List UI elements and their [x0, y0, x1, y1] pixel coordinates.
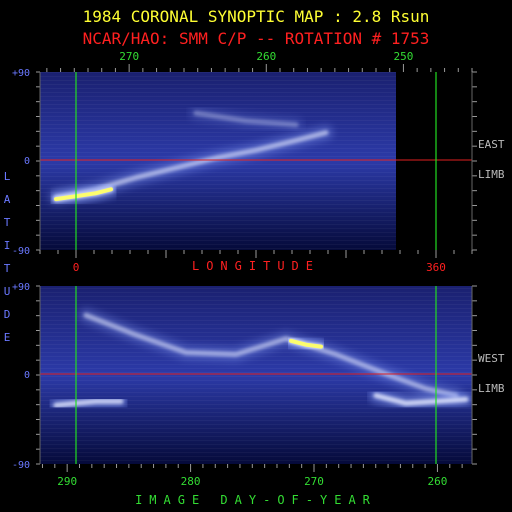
latitude-tick-label: +90	[12, 282, 30, 293]
top-axis-label: 260	[256, 50, 276, 63]
chart-title: 1984 CORONAL SYNOPTIC MAP : 2.8 Rsun	[83, 7, 430, 26]
secondary-arc-line	[193, 110, 299, 128]
latitude-tick-label: -90	[12, 460, 30, 471]
chart-subtitle: NCAR/HAO: SMM C/P -- ROTATION # 1753	[83, 29, 430, 48]
arc-west-1-line	[53, 398, 124, 408]
latitude-label-letter: U	[4, 285, 11, 298]
side-label-east: EAST	[478, 138, 505, 151]
latitude-label-letter: L	[4, 170, 11, 183]
latitude-tick-label: -90	[12, 246, 30, 257]
bottom-axis-label: 270	[304, 475, 324, 488]
bottom-axis-label: 260	[428, 475, 448, 488]
map-field	[40, 286, 472, 464]
panel-frame	[36, 71, 477, 251]
panel-frame	[36, 285, 477, 465]
side-label-limb: LIMB	[478, 382, 505, 395]
latitude-tick-label: 0	[24, 370, 30, 381]
latitude-label-letter: A	[4, 193, 11, 206]
bright-core-peak	[54, 187, 113, 202]
latitude-label-letter: D	[4, 308, 11, 321]
latitude-label-letter: T	[4, 216, 11, 229]
east-limb-panel: +90 0 -90 EAST LIMB 270 260 250 0 360	[12, 50, 505, 274]
bottom-axis-label: 360	[426, 261, 446, 274]
west-limb-panel: +90 0 -90 WEST LIMB 290 280 270 260	[12, 282, 505, 488]
top-axis-label: 270	[119, 50, 139, 63]
side-label-west: WEST	[478, 352, 505, 365]
latitude-label-letter: I	[4, 239, 11, 252]
arc-east-line	[373, 393, 469, 406]
bottom-axis-label: 280	[181, 475, 201, 488]
bright-patch-peak	[289, 338, 323, 349]
bottom-axis-label: 0	[73, 261, 80, 274]
latitude-label-letter: T	[4, 262, 11, 275]
data-gap	[396, 72, 472, 250]
map-field	[40, 72, 472, 250]
top-axis-label: 250	[393, 50, 413, 63]
latitude-label-letter: E	[4, 331, 11, 344]
day-of-year-axis-label: IMAGE DAY-OF-YEAR	[135, 493, 377, 507]
longitude-axis-label: LONGITUDE	[192, 259, 320, 273]
side-label-limb: LIMB	[478, 168, 505, 181]
latitude-tick-label: 0	[24, 156, 30, 167]
bottom-axis-label: 290	[57, 475, 77, 488]
latitude-tick-label: +90	[12, 68, 30, 79]
